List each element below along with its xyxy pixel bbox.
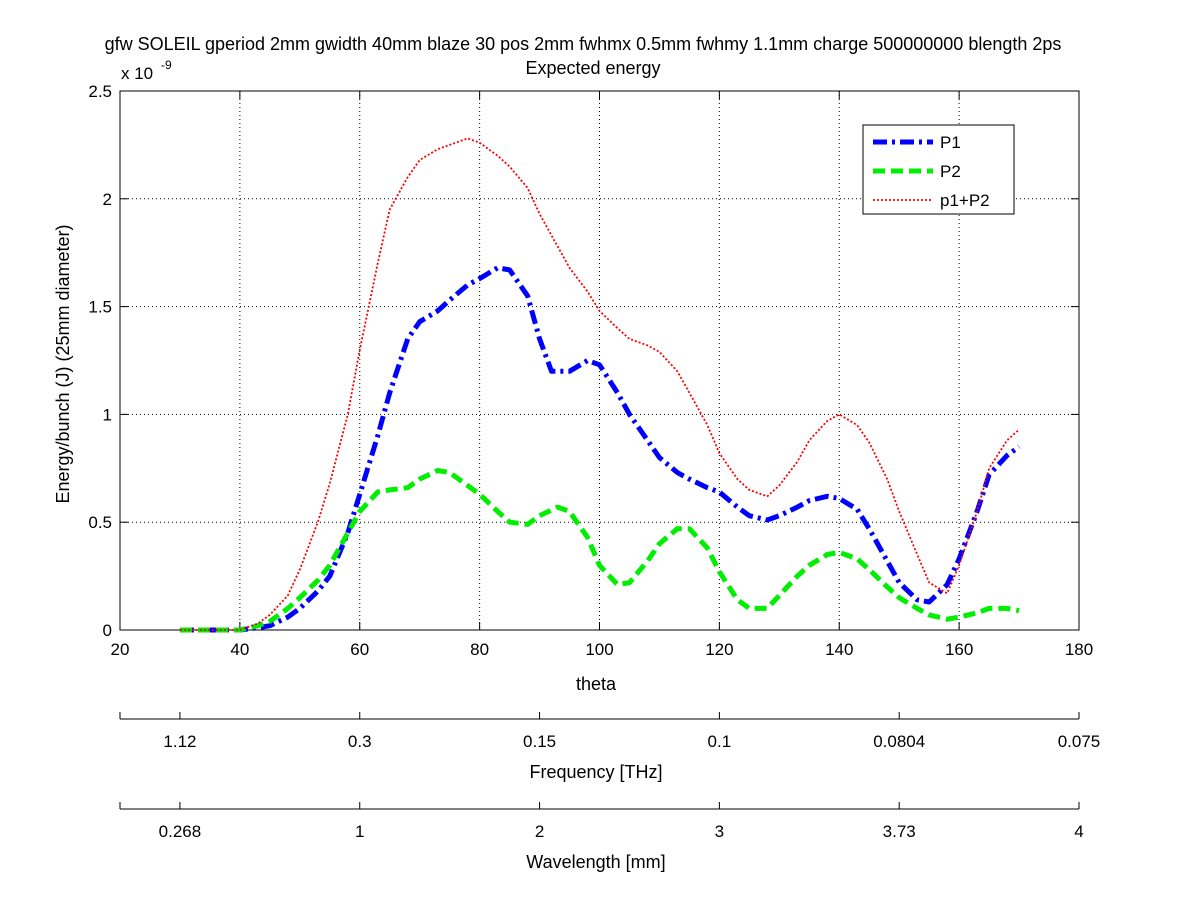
secondary-tick-label: 0.268 [159, 822, 202, 841]
secondary-tick-label: 0.3 [348, 732, 372, 751]
legend: P1 P2 p1+P2 [862, 124, 1015, 215]
chart-title: gfw SOLEIL gperiod 2mm gwidth 40mm blaze… [105, 34, 1062, 54]
legend-box [862, 124, 1015, 215]
secondary-tick-label: 1 [355, 822, 364, 841]
plot-area: 20 40 60 80 100 120 140 160 180 0 0.5 1 1.5 2 2.5 [88, 82, 1093, 659]
series-line-3 [179, 137, 1020, 631]
secondary-tick-label: 2 [535, 822, 544, 841]
x-tick-label: 20 [111, 640, 130, 659]
x-tick-label: 180 [1065, 640, 1093, 659]
secondary-tick-label: 0.075 [1058, 732, 1101, 751]
x-tick-label: 100 [585, 640, 613, 659]
secondary-tick-label: 3 [715, 822, 724, 841]
secondary-tick-label: 4 [1074, 822, 1083, 841]
y-tick-label: 2.5 [88, 82, 112, 101]
y-axis-ticks: 0 0.5 1 1.5 2 2.5 [88, 82, 1079, 640]
secondary-axis-label: Frequency [THz] [529, 762, 662, 782]
y-tick-label: 0.5 [88, 513, 112, 532]
y-tick-label: 2 [103, 190, 112, 209]
legend-label: P2 [940, 162, 961, 181]
secondary-tick-label: 3.73 [883, 822, 916, 841]
series-line-2 [179, 468, 1020, 633]
y-exponent-power: -9 [161, 58, 172, 72]
secondary-tick-label: 0.15 [523, 732, 556, 751]
x-tick-label: 80 [470, 640, 489, 659]
legend-label: p1+P2 [940, 191, 990, 210]
chart-subtitle: Expected energy [525, 58, 660, 78]
x-tick-label: 40 [230, 640, 249, 659]
y-tick-label: 0 [103, 621, 112, 640]
secondary-axes: 1.12 0.3 0.15 0.1 0.0804 0.075 Frequency [THz]… [119, 712, 1101, 872]
y-exponent-base: x 10 [121, 64, 153, 83]
y-axis-label: Energy/bunch (J) (25mm diameter) [53, 224, 73, 503]
y-tick-label: 1.5 [88, 298, 112, 317]
legend-items: P1 P2 p1+P2 [873, 133, 990, 210]
x-axis-label: theta [576, 674, 617, 694]
x-tick-label: 60 [350, 640, 369, 659]
x-tick-label: 120 [705, 640, 733, 659]
y-tick-label: 1 [103, 405, 112, 424]
x-tick-label: 140 [825, 640, 853, 659]
x-axis-ticks: 20 40 60 80 100 120 140 160 180 [111, 91, 1093, 659]
secondary-tick-label: 1.12 [163, 732, 196, 751]
secondary-tick-label: 0.0804 [873, 732, 925, 751]
legend-label: P1 [940, 133, 961, 152]
x-tick-label: 160 [945, 640, 973, 659]
secondary-tick-label: 0.1 [708, 732, 732, 751]
secondary-axis-label: Wavelength [mm] [526, 852, 665, 872]
series-layer [179, 137, 1021, 633]
